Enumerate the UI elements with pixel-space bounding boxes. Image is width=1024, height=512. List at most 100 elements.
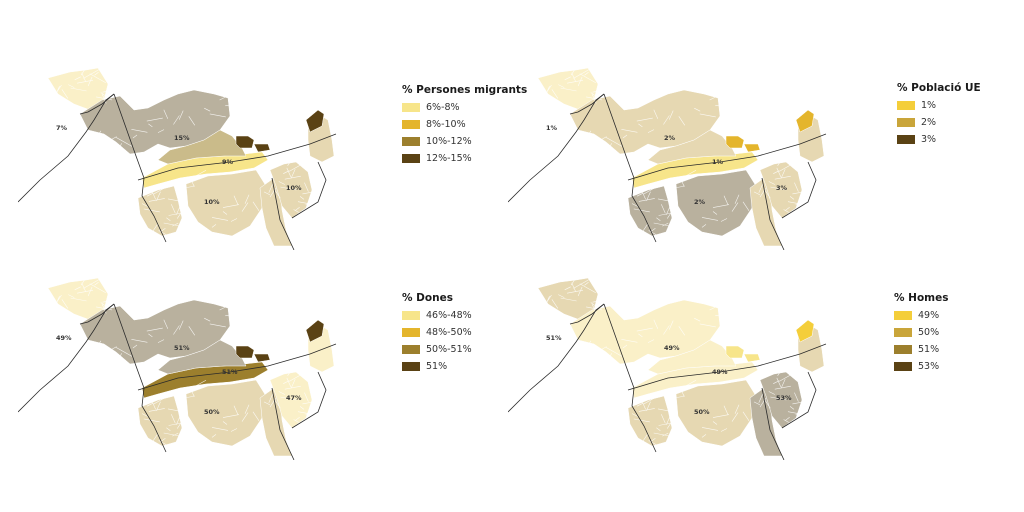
map-streets <box>48 275 319 454</box>
legend-homes: % Homes 49% 50% 51% 53% <box>894 292 949 375</box>
legend-item: 50%-51% <box>402 341 472 358</box>
district-label: 50% <box>204 408 220 416</box>
district-boundary <box>603 93 657 243</box>
district-boundary <box>18 303 115 413</box>
map-region-north <box>47 67 109 111</box>
legend-swatch <box>894 345 912 354</box>
legend-label: 50%-51% <box>426 344 472 355</box>
legend-item: 10%-12% <box>402 133 527 150</box>
street-network <box>94 94 242 153</box>
district-label: 1% <box>546 124 558 132</box>
map-region-corner <box>795 319 815 343</box>
legend-swatch <box>402 311 420 320</box>
legend-migrants: % Persones migrants 6%-8% 8%-10% 10%-12%… <box>402 84 527 167</box>
legend-item: 48%-50% <box>402 324 472 341</box>
legend-swatch <box>402 345 420 354</box>
legend-label: 6%-8% <box>426 102 460 113</box>
legend-swatch <box>894 328 912 337</box>
legend-title: % Persones migrants <box>402 84 528 96</box>
district-label: 2% <box>694 198 706 206</box>
legend-label: 51% <box>426 361 448 372</box>
street-network <box>657 169 761 244</box>
street-network <box>141 184 189 240</box>
district-boundary <box>761 387 785 460</box>
legend-item: 8%-10% <box>402 116 527 133</box>
legend-label: 10%-12% <box>426 136 472 147</box>
legend-swatch <box>402 154 420 163</box>
district-boundary <box>508 303 605 413</box>
street-network <box>758 156 809 219</box>
legend-item: 49% <box>894 307 949 324</box>
street-network <box>48 275 119 311</box>
map-region-southwest <box>627 185 673 237</box>
street-network <box>141 394 189 450</box>
street-network <box>538 65 609 101</box>
legend-item: 50% <box>894 324 949 341</box>
map-poblacio-ue: 1% 2% 1% 2% 3% <box>508 60 838 250</box>
map-streets <box>538 65 809 244</box>
street-network <box>94 304 242 363</box>
district-boundary <box>271 387 295 460</box>
district-boundary <box>271 177 295 250</box>
map-region-southcenter <box>185 169 267 237</box>
street-network <box>167 379 271 454</box>
legend-title: % Població UE <box>897 82 981 94</box>
legend-label: 8%-10% <box>426 119 466 130</box>
map-region-corner <box>795 109 815 133</box>
street-network <box>631 394 679 450</box>
district-label: 51% <box>174 344 190 352</box>
legend-swatch <box>402 137 420 146</box>
legend-swatch <box>402 103 420 112</box>
legend-item: 51% <box>894 341 949 358</box>
district-boundary <box>137 343 337 391</box>
legend-item: 46%-48% <box>402 307 472 324</box>
legend-item: 51% <box>402 358 472 375</box>
district-label: 7% <box>56 124 68 132</box>
map-region-patch <box>235 345 271 363</box>
district-boundary <box>627 343 827 391</box>
map-region-patch <box>725 135 761 153</box>
district-boundary <box>781 161 817 219</box>
street-network <box>268 156 319 219</box>
legend-item: 53% <box>894 358 949 375</box>
map-region-north <box>537 67 599 111</box>
district-label: 49% <box>664 344 680 352</box>
map-region-patch <box>725 345 761 363</box>
legend-item: 1% <box>897 97 981 114</box>
legend-item: 12%-15% <box>402 150 527 167</box>
map-region-southcenter <box>185 379 267 447</box>
legend-swatch <box>894 311 912 320</box>
map-region-southwest <box>137 185 183 237</box>
district-boundary <box>761 177 785 250</box>
map-region-southcenter <box>675 169 757 237</box>
legend-title: % Homes <box>894 292 949 304</box>
district-label: 10% <box>204 198 220 206</box>
district-label: 9% <box>222 158 234 166</box>
map-poblacio-ue-svg: 1% 2% 1% 2% 3% <box>508 65 827 250</box>
legend-label: 3% <box>921 134 937 145</box>
district-label: 15% <box>174 134 190 142</box>
district-boundary <box>569 93 605 115</box>
legend-title: % Dones <box>402 292 453 304</box>
district-label: 49% <box>56 334 72 342</box>
district-label: 10% <box>286 184 302 192</box>
map-homes-svg: 51% 49% 49% 50% 53% <box>508 275 827 460</box>
legend-label: 48%-50% <box>426 327 472 338</box>
legend-label: 1% <box>921 100 937 111</box>
district-label: 2% <box>664 134 676 142</box>
legend-swatch <box>897 135 915 144</box>
legend-label: 46%-48% <box>426 310 472 321</box>
district-boundary <box>627 133 827 181</box>
legend-label: 53% <box>918 361 940 372</box>
district-label: 49% <box>712 368 728 376</box>
district-label: 50% <box>694 408 710 416</box>
legend-item: 2% <box>897 114 981 131</box>
legend-dones: % Dones 46%-48% 48%-50% 50%-51% 51% <box>402 292 472 375</box>
legend-label: 12%-15% <box>426 153 472 164</box>
legend-swatch <box>402 120 420 129</box>
map-region-southcenter <box>675 379 757 447</box>
district-boundary <box>781 371 817 429</box>
legend-item: 6%-8% <box>402 99 527 116</box>
street-network <box>584 304 732 363</box>
district-label: 51% <box>222 368 238 376</box>
